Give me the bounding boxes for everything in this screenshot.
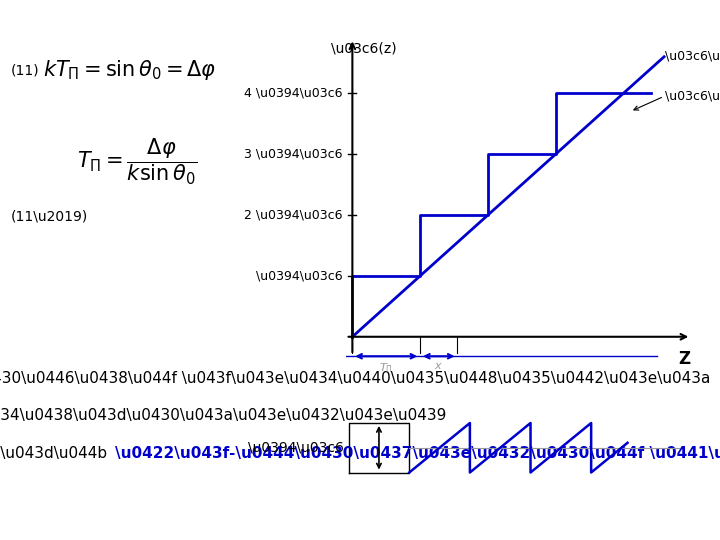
Text: $T_{\Pi} = \dfrac{\Delta\varphi}{k\sin\theta_0}$: $T_{\Pi} = \dfrac{\Delta\varphi}{k\sin\t… xyxy=(77,137,197,187)
Text: \u0394\u03c6: \u0394\u03c6 xyxy=(256,269,342,282)
Text: (11): (11) xyxy=(11,63,40,77)
Text: (11\u2019): (11\u2019) xyxy=(11,209,88,223)
Text: \u03c6\u0442\u0440(Z): \u03c6\u0442\u0440(Z) xyxy=(665,49,720,62)
Text: 3 \u0394\u03c6: 3 \u0394\u03c6 xyxy=(243,147,342,160)
Text: $T_{\Pi}$: $T_{\Pi}$ xyxy=(379,361,393,375)
Text: \u043e\u0434\u0438\u043d\u0430\u043a\u043e\u0432\u043e\u0439: \u043e\u0434\u0438\u043d\u0430\u043a\u04… xyxy=(0,408,446,423)
Text: \u03c6\u0440(z): \u03c6\u0440(z) xyxy=(665,90,720,103)
Text: \u0422\u043f-\u0444\u0430\u0437\u043e\u0432\u0430\u044f \u0441\u0442\u0443\u043f: \u0422\u043f-\u0444\u0430\u0437\u043e\u0… xyxy=(115,446,720,461)
Text: Z: Z xyxy=(678,350,690,368)
Text: \u041a\u043e\u043c\u0431\u0438\u043d\u0430\u0446\u0438\u044f \u043f\u043e\u0434\: \u041a\u043e\u043c\u0431\u0438\u043d\u04… xyxy=(0,370,711,386)
Text: \u0434\u043b\u0438\u043d\u044b: \u0434\u043b\u0438\u043d\u044b xyxy=(0,446,112,461)
Text: \u03c6(z): \u03c6(z) xyxy=(330,42,396,56)
Text: \u0394\u03c6: \u0394\u03c6 xyxy=(248,441,343,455)
Text: 2 \u0394\u03c6: 2 \u0394\u03c6 xyxy=(243,208,342,221)
Text: 4 \u0394\u03c6: 4 \u0394\u03c6 xyxy=(243,87,342,100)
Text: $kT_{\Pi} = \sin\theta_0 = \Delta\varphi$: $kT_{\Pi} = \sin\theta_0 = \Delta\varphi… xyxy=(43,58,217,82)
Text: $x$: $x$ xyxy=(434,361,444,371)
